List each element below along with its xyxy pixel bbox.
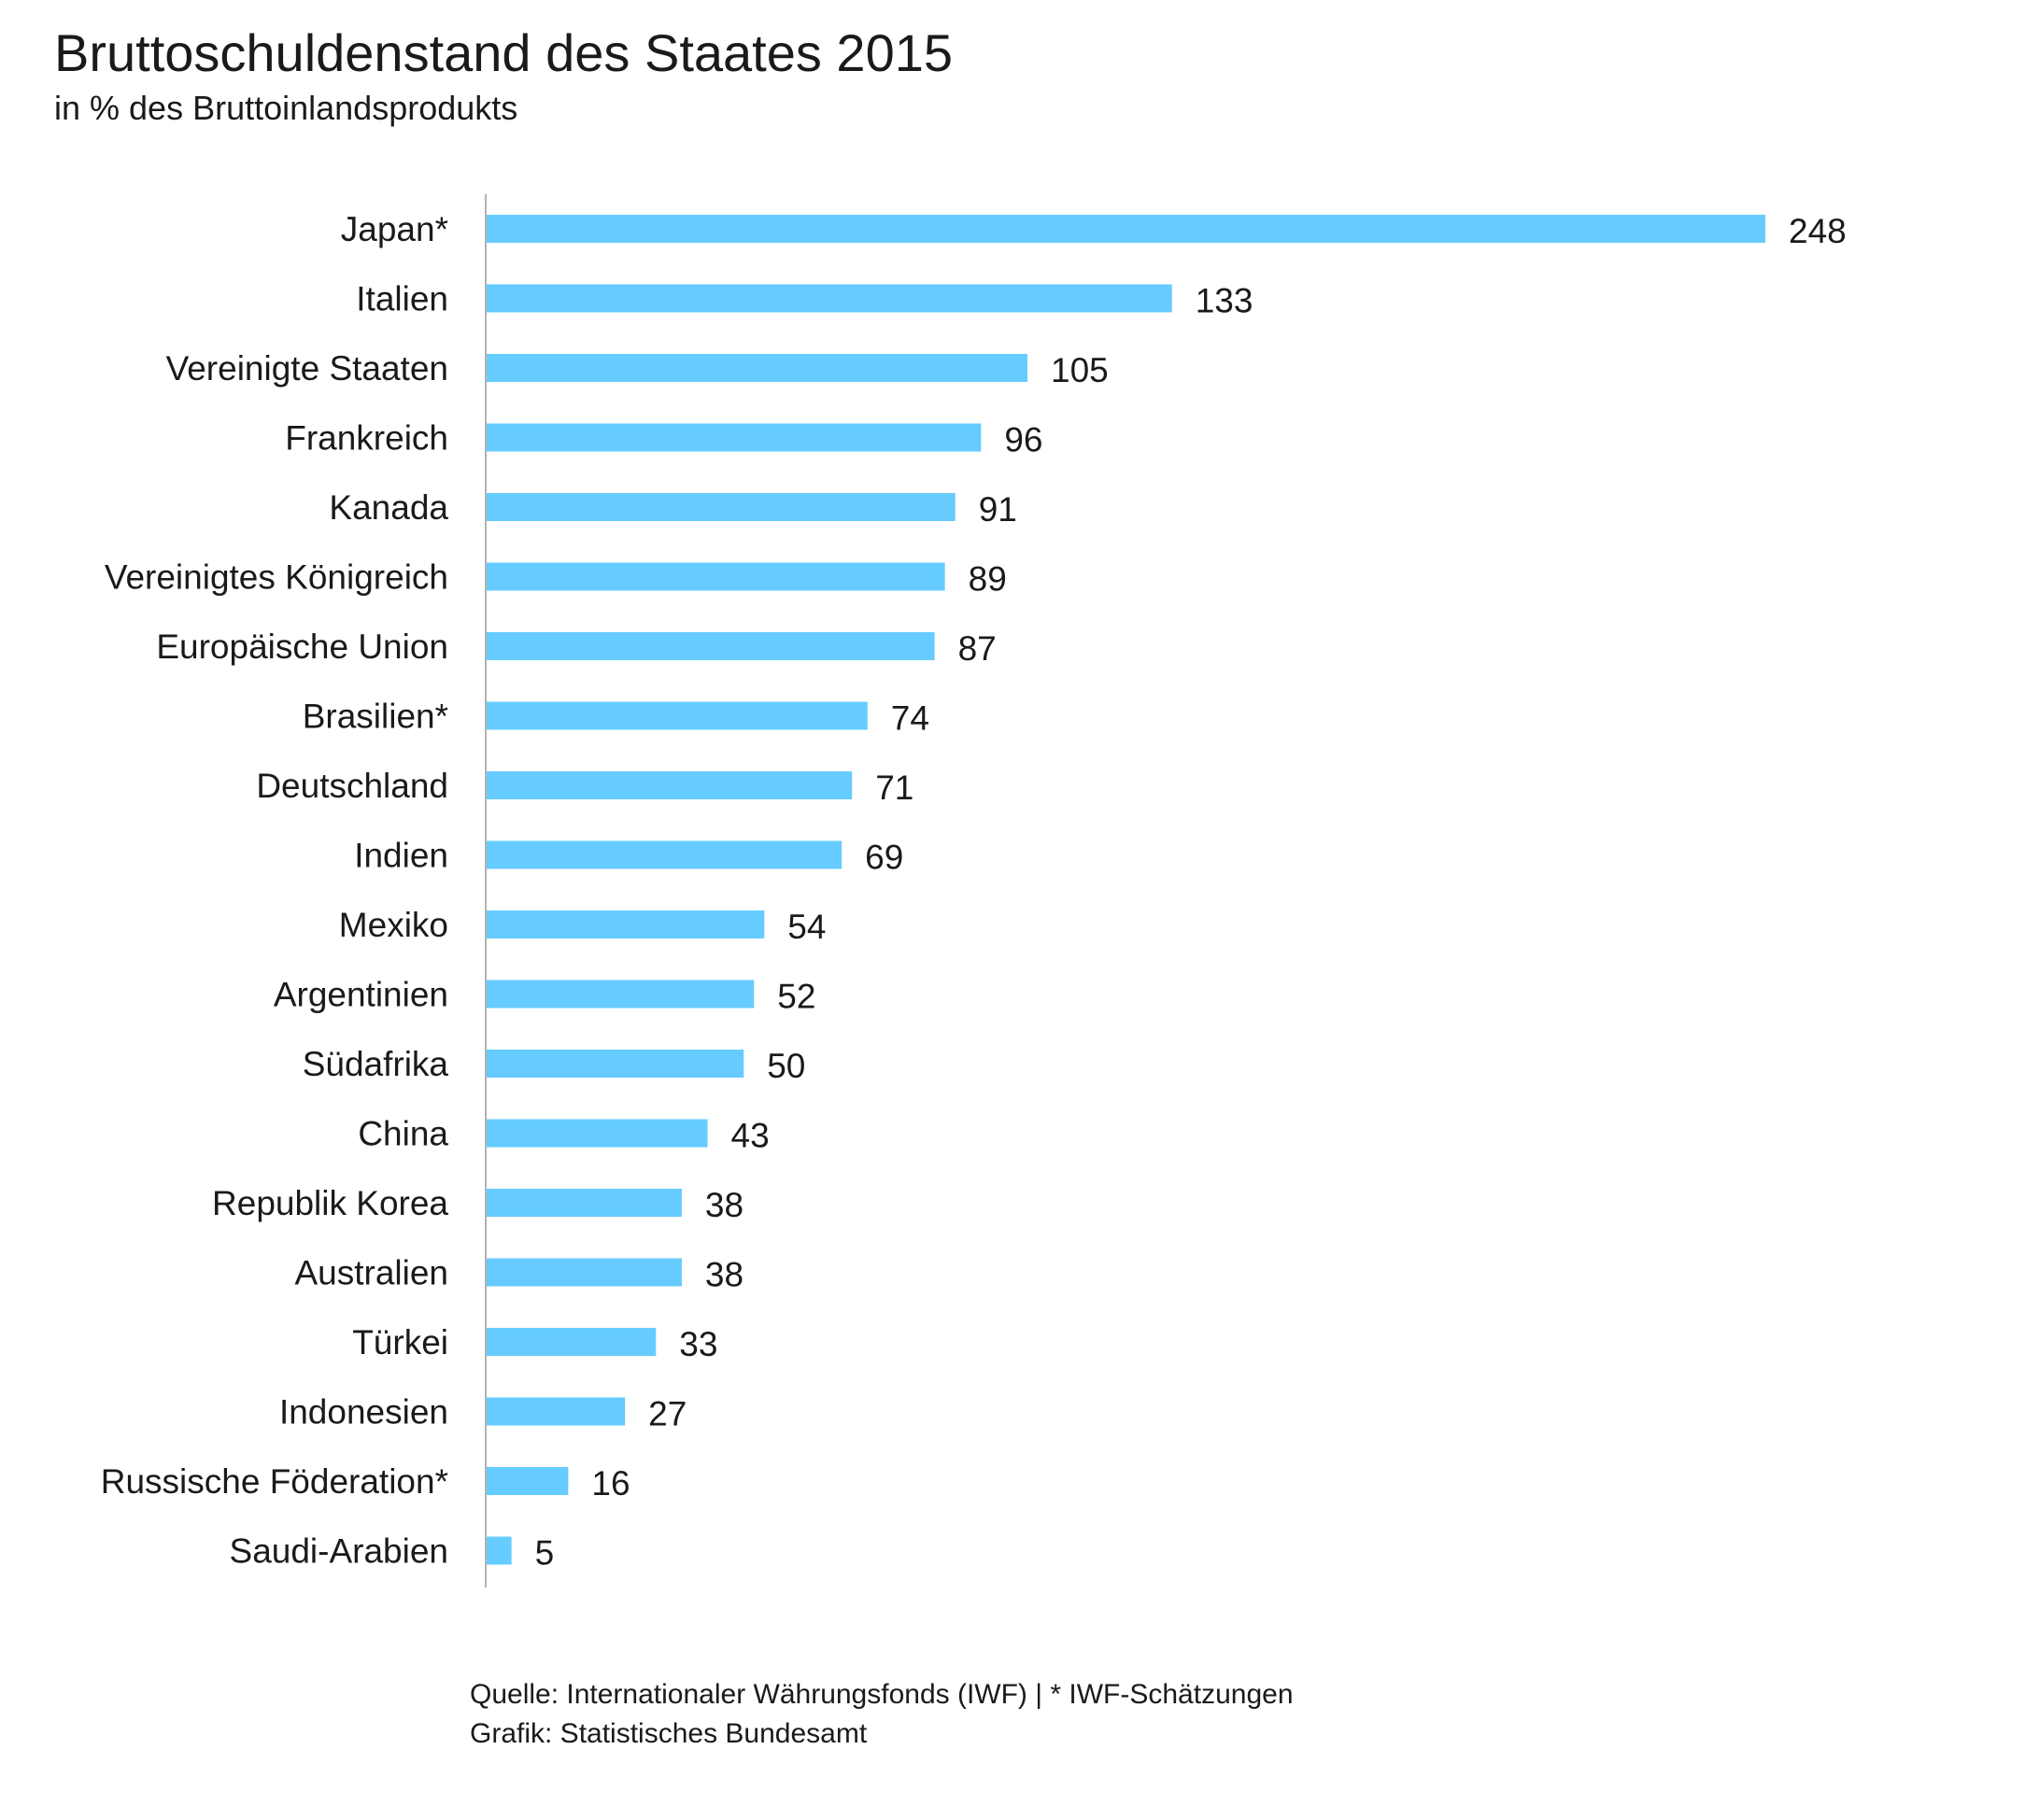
bar [486, 1258, 682, 1287]
bar [486, 1467, 569, 1495]
bar-chart: Japan* 248 Italien 133 Vereinigte Staaten 105… [101, 194, 1847, 1587]
bar [486, 562, 945, 591]
bar [486, 840, 843, 869]
bar [486, 215, 1765, 243]
bar [486, 910, 765, 938]
category-label: Europäische Union [156, 628, 448, 666]
category-label: Kanada [329, 488, 448, 527]
category-label: Mexiko [339, 906, 448, 944]
category-label: Indonesien [279, 1393, 448, 1432]
bar [486, 632, 935, 660]
category-label: Japan* [341, 210, 448, 248]
bar [486, 1536, 512, 1565]
category-label: Italien [356, 280, 448, 318]
value-label: 71 [875, 769, 913, 807]
bar [486, 980, 755, 1009]
value-label: 33 [679, 1325, 717, 1363]
bar [486, 1328, 657, 1356]
bar [486, 1119, 708, 1148]
value-label: 87 [958, 629, 997, 668]
value-label: 89 [969, 560, 1007, 599]
value-label: 5 [535, 1534, 555, 1573]
chart-footer: Quelle: Internationaler Währungsfonds (I… [470, 1675, 1294, 1754]
value-label: 38 [705, 1256, 743, 1294]
value-label: 52 [777, 978, 815, 1016]
bar [486, 1050, 744, 1078]
category-label: Vereinigtes Königreich [105, 558, 448, 597]
bar [486, 493, 956, 521]
category-label: Südafrika [303, 1045, 449, 1083]
category-label: Brasilien* [303, 698, 448, 736]
value-label: 43 [731, 1117, 770, 1155]
bar [486, 284, 1172, 313]
bar [486, 354, 1028, 382]
value-label: 248 [1789, 212, 1847, 250]
bar [486, 1189, 682, 1217]
source-note: Quelle: Internationaler Währungsfonds (I… [470, 1679, 1294, 1710]
bar [486, 701, 868, 730]
category-label: Vereinigte Staaten [166, 349, 448, 388]
category-label: China [358, 1115, 448, 1153]
category-label: Australien [294, 1254, 448, 1292]
value-label: 133 [1196, 282, 1253, 320]
value-label: 69 [865, 839, 903, 877]
category-label: Republik Korea [212, 1184, 448, 1222]
bar [486, 423, 982, 452]
value-label: 91 [979, 490, 1017, 529]
value-label: 16 [591, 1464, 630, 1503]
category-label: Deutschland [256, 767, 448, 805]
value-label: 50 [767, 1047, 805, 1085]
credit-note: Grafik: Statistisches Bundesamt [470, 1718, 868, 1749]
category-label: Türkei [352, 1323, 448, 1361]
value-label: 38 [705, 1186, 743, 1224]
value-label: 96 [1004, 421, 1042, 459]
category-label: Saudi-Arabien [230, 1532, 448, 1571]
bar [486, 771, 853, 799]
value-label: 54 [787, 908, 826, 946]
bar [486, 1397, 626, 1426]
category-label: Indien [354, 837, 448, 875]
category-label: Argentinien [274, 976, 448, 1014]
value-label: 105 [1051, 351, 1109, 389]
value-label: 27 [648, 1395, 687, 1433]
chart-subtitle: in % des Bruttoinlandsprodukts [54, 89, 518, 127]
chart-title: Bruttoschuldenstand des Staates 2015 [54, 23, 954, 82]
category-label: Russische Föderation* [101, 1462, 448, 1501]
category-label: Frankreich [285, 419, 448, 458]
value-label: 74 [891, 699, 929, 738]
